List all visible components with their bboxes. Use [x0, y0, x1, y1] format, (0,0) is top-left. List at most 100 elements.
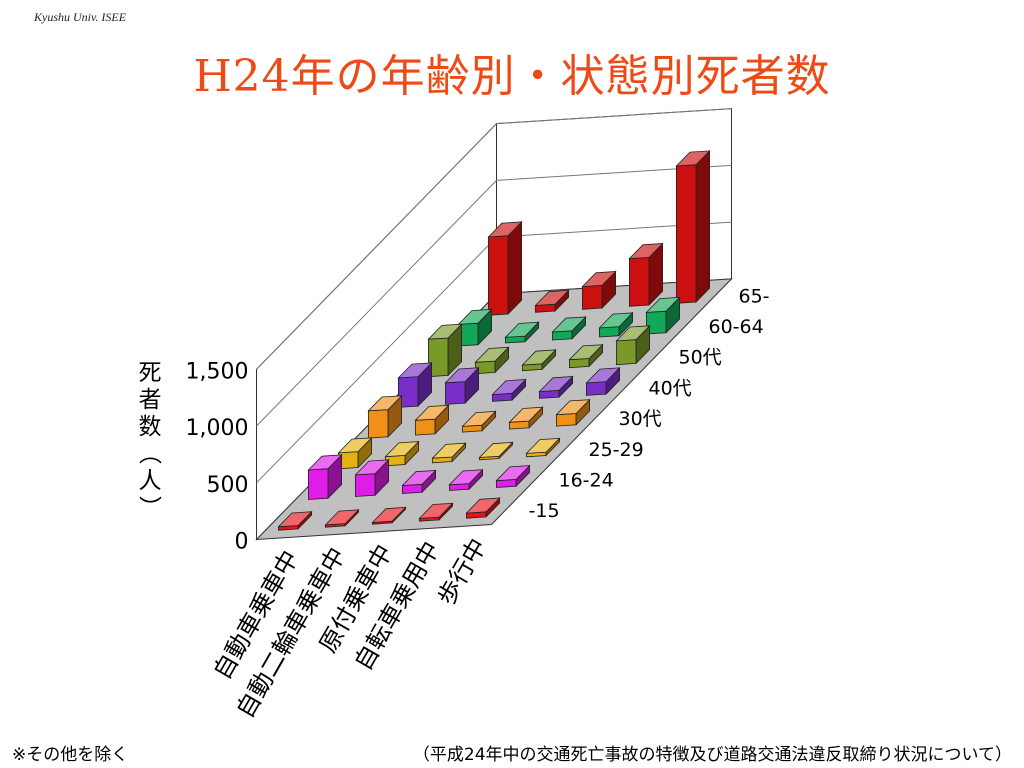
series-label: 16-24 — [559, 469, 614, 491]
bar-top — [521, 349, 557, 366]
bar — [337, 436, 373, 470]
bar — [551, 316, 587, 341]
bar-top — [414, 404, 450, 421]
bar — [628, 242, 664, 307]
series-depth-labels: -15 16-24 25-29 30代 40代 50代 60-64 65- — [529, 285, 770, 522]
bar-front — [487, 235, 509, 316]
y-tick-label: 1,500 — [186, 359, 249, 384]
bar — [384, 440, 420, 467]
bar — [581, 270, 617, 310]
series-label: 60-64 — [709, 316, 764, 338]
bar — [645, 296, 681, 335]
bar-top — [401, 470, 437, 486]
bar-top — [474, 346, 510, 363]
bar — [487, 220, 523, 316]
bar — [371, 506, 407, 525]
bar — [504, 321, 540, 344]
bar — [521, 348, 557, 372]
bar — [585, 366, 621, 396]
bar-top — [448, 469, 484, 486]
series-label: 25-29 — [589, 439, 644, 461]
bar — [675, 149, 711, 304]
y-tick-label: 500 — [207, 473, 249, 498]
bar-front — [307, 468, 329, 500]
bar — [478, 441, 514, 461]
bar — [427, 323, 463, 378]
bar — [461, 410, 497, 433]
bar-top — [397, 362, 433, 379]
bar — [414, 404, 450, 436]
bar-top — [324, 509, 360, 526]
y-axis-label-char: 数 — [139, 414, 162, 440]
bar — [538, 375, 574, 399]
y-tick-label: 0 — [235, 530, 249, 555]
bar-top — [585, 367, 621, 384]
bar — [615, 324, 651, 366]
bar — [277, 510, 313, 531]
bar-top — [538, 376, 574, 393]
footnote-left: ※その他を除く — [12, 745, 129, 765]
gridline — [256, 164, 732, 427]
bar-side — [695, 149, 710, 303]
bar-top — [495, 465, 531, 482]
bar-top — [465, 497, 501, 514]
bar — [444, 366, 480, 405]
bar-top — [457, 308, 493, 325]
bar-front — [586, 381, 607, 396]
bar-top — [615, 325, 651, 342]
bar — [555, 398, 591, 427]
bar-front — [367, 409, 389, 439]
bar — [367, 394, 403, 439]
bar-top — [551, 316, 587, 333]
bar — [418, 502, 454, 522]
bar-top — [371, 506, 407, 523]
series-label: 30代 — [619, 408, 662, 430]
bar — [598, 311, 634, 338]
bar-top — [307, 454, 343, 471]
bar — [568, 343, 604, 369]
bar-top — [337, 437, 373, 454]
bar-top — [525, 437, 561, 454]
y-tick-labels: 0 500 1,000 1,500 — [186, 359, 249, 554]
bar-front — [354, 473, 376, 497]
chart-bars — [277, 149, 711, 531]
bar-front — [616, 339, 637, 366]
bar-top — [555, 399, 591, 416]
bar-top — [568, 344, 604, 361]
gridline — [256, 108, 732, 370]
bar — [491, 378, 527, 402]
bar-top — [427, 323, 463, 340]
bar-front — [414, 418, 436, 436]
bar — [324, 508, 360, 528]
bar-top — [598, 312, 634, 329]
bar-top — [491, 379, 527, 396]
bar-front — [444, 381, 466, 405]
series-label: 65- — [739, 285, 770, 307]
bar — [474, 346, 510, 375]
slide-title: H24年の年齢別・状態別死者数 — [193, 51, 831, 102]
bar — [495, 464, 531, 488]
bar-top — [487, 221, 523, 238]
bar — [508, 406, 544, 430]
bar-front — [599, 326, 620, 338]
y-axis-label-char: 人 — [139, 468, 162, 494]
bar-front — [676, 164, 697, 304]
bar-front — [629, 256, 650, 307]
bar-top — [645, 296, 681, 313]
bar-front — [556, 413, 577, 427]
x-category-label: 歩行中 — [432, 534, 492, 610]
bar-side — [507, 220, 522, 315]
bar — [448, 468, 484, 491]
bar — [457, 308, 493, 347]
y-axis-label-char: 者 — [139, 387, 162, 413]
bar-top — [277, 511, 313, 528]
bar-top — [431, 442, 467, 459]
bar — [401, 469, 437, 494]
bar-top — [581, 271, 617, 288]
bar-top — [367, 395, 403, 412]
bar-top — [508, 406, 544, 423]
bar-top — [384, 441, 420, 458]
series-label: -15 — [529, 500, 560, 522]
